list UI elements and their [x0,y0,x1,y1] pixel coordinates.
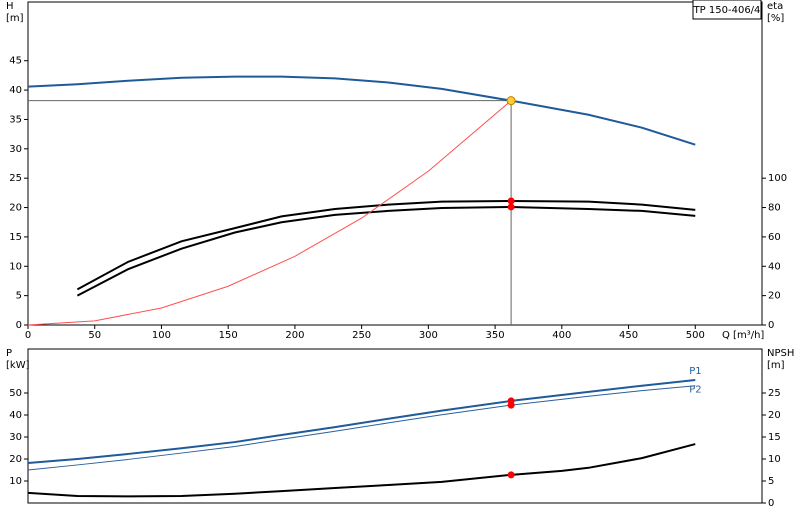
x-tick-label: 100 [152,330,171,341]
curve [27,385,696,471]
x-tick-label: 200 [285,330,304,341]
x-tick-label: 350 [486,330,505,341]
y-axis-label: [kW] [6,360,30,371]
x-axis-label: Q [m³/h] [722,330,764,341]
title-box [692,0,762,20]
x-tick-label: 450 [619,330,638,341]
y-tick-label: 35 [9,114,22,125]
curve [76,205,696,297]
x-tick-label: 500 [686,330,705,341]
y2-tick-label: 0 [768,320,774,331]
y-tick-label: 30 [9,144,22,155]
duty-marker [507,203,515,211]
y-tick-label: 50 [9,388,22,399]
y2-tick-label: 80 [768,203,781,214]
y-tick-label: 20 [9,203,22,214]
curve [27,100,512,326]
y-tick-label: 30 [9,432,22,443]
duty-marker [507,197,515,205]
y-tick-label: 25 [9,173,22,184]
x-tick-label: 250 [352,330,371,341]
duty-marker [507,471,515,479]
x-tick-label: 50 [88,330,101,341]
y2-tick-label: 60 [768,232,781,243]
y-axis-label: P [6,348,12,359]
y-tick-label: 10 [9,261,22,272]
y-axis-label: [m] [6,13,24,24]
series-label: P1 [689,366,701,377]
y-tick-label: 15 [9,232,22,243]
y2-axis-label: [%] [767,13,784,24]
curve [27,443,696,498]
y2-axis-label: [m] [767,360,785,371]
duty-marker [507,401,515,409]
y-tick-label: 45 [9,56,22,67]
y2-tick-label: 25 [768,388,781,399]
y2-tick-label: 0 [768,498,774,509]
curve [27,75,696,146]
y-tick-label: 10 [9,476,22,487]
y2-tick-label: 20 [768,410,781,421]
y2-tick-label: 20 [768,291,781,302]
plot-frame [27,348,763,504]
plot-frame [27,1,763,326]
y2-tick-label: 5 [768,476,774,487]
curve [27,379,696,464]
y-tick-label: 40 [9,85,22,96]
x-tick-label: 150 [219,330,238,341]
series-label: P2 [689,385,701,396]
y-axis-label: H [6,1,14,12]
y2-tick-label: 100 [768,173,787,184]
y-tick-label: 0 [16,320,22,331]
y-tick-label: 40 [9,410,22,421]
y2-axis-label: NPSH [767,348,794,359]
duty-point [506,96,516,106]
y2-axis-label: eta [767,1,783,12]
y2-tick-label: 15 [768,432,781,443]
curve [76,199,696,291]
y2-tick-label: 10 [768,454,781,465]
y-tick-label: 5 [16,291,22,302]
x-tick-label: 300 [419,330,438,341]
y2-tick-label: 40 [768,261,781,272]
x-tick-label: 0 [25,330,31,341]
chart-title: TP 150-406/4 [693,5,761,16]
x-tick-label: 400 [552,330,571,341]
y-tick-label: 20 [9,454,22,465]
